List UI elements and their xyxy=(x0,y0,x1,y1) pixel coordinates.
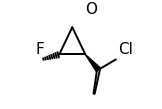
Text: Cl: Cl xyxy=(118,42,133,57)
Text: F: F xyxy=(35,42,44,57)
Text: O: O xyxy=(85,2,97,17)
Polygon shape xyxy=(85,54,100,72)
